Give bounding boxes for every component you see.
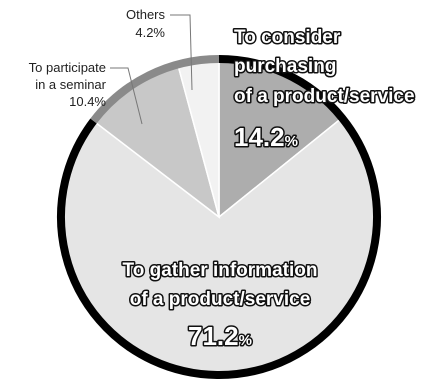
gather-value-number: 71.2	[188, 321, 239, 351]
seminar-leader-line	[110, 67, 143, 125]
others-label: Others 4.2%	[126, 7, 166, 40]
pie-slices	[58, 56, 380, 378]
gather-value: 71.2%	[188, 321, 252, 351]
others-leader-line	[170, 14, 193, 91]
outer-ring-dark	[57, 55, 381, 379]
seminar-label-line-1: To participate	[29, 60, 106, 75]
pie-rings	[57, 55, 381, 379]
seminar-label: To participate in a seminar 10.4%	[29, 60, 107, 109]
purchase-value-unit: %	[285, 133, 298, 150]
seminar-value: 10.4%	[69, 94, 106, 109]
purchase-label-line-3: of a product/service	[234, 86, 415, 107]
purchase-value: 14.2%	[234, 122, 298, 152]
gather-label-line-2: of a product/service	[130, 289, 311, 310]
purchase-label-line-2: purchasing	[234, 56, 336, 77]
seminar-label-line-2: in a seminar	[35, 77, 106, 92]
purchase-value-number: 14.2	[234, 122, 285, 152]
others-value: 4.2%	[135, 25, 165, 40]
gather-label: To gather information of a product/servi…	[121, 259, 319, 353]
others-label-line-1: Others	[126, 7, 166, 22]
leader-lines	[110, 14, 193, 125]
purchase-label-line-1: To consider	[234, 27, 341, 48]
gather-label-line-1: To gather information	[123, 260, 318, 281]
gather-value-unit: %	[239, 332, 252, 349]
purchase-label: To consider purchasing of a product/serv…	[233, 26, 417, 154]
outer-ring-light	[90, 55, 220, 124]
